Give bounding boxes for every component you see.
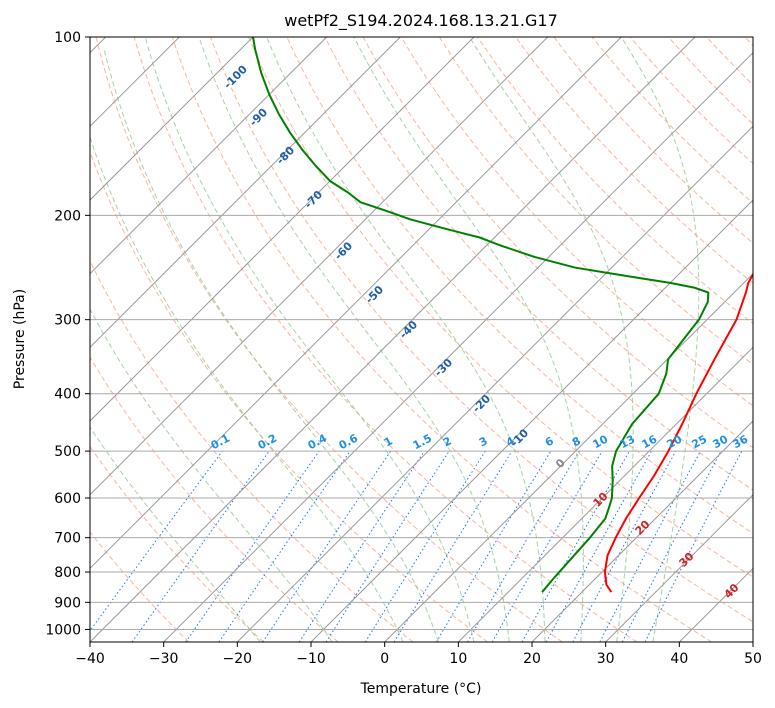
mixing-ratio-label: 36 [731, 432, 751, 451]
y-tick-label: 1000 [45, 622, 81, 638]
y-axis-label: Pressure (hPa) [12, 289, 28, 389]
y-tick-label: 900 [54, 595, 81, 611]
temperature-profile-line [603, 272, 753, 593]
dry-adiabat [95, 37, 563, 642]
mixing-ratio-line [131, 450, 270, 642]
x-tick-label: 20 [523, 651, 541, 667]
x-axis-label: Temperature (°C) [360, 681, 482, 697]
isotherm [310, 199, 753, 642]
mixing-ratio-label: 13 [618, 433, 638, 452]
moist-adiabat [353, 37, 584, 642]
y-tick-label: 700 [54, 531, 81, 547]
x-tick-label: −20 [223, 651, 253, 667]
dry-adiabat [90, 445, 264, 642]
data-series [252, 37, 753, 593]
isotherm [90, 37, 328, 275]
isotherm [531, 420, 753, 642]
isotherm [384, 272, 753, 642]
moist-adiabat [620, 37, 700, 642]
isotherm [90, 37, 549, 496]
isotherm [457, 346, 753, 642]
x-tick-label: −10 [296, 651, 326, 667]
moist-adiabat [266, 37, 546, 642]
dry-adiabat [90, 531, 190, 642]
isotherm [163, 51, 753, 642]
isotherm [90, 37, 401, 349]
dry-adiabat [90, 150, 488, 642]
isotherm [90, 37, 696, 642]
moist-adiabat [90, 426, 261, 642]
moist-adiabat [103, 49, 439, 642]
mixing-ratio-line [298, 450, 425, 642]
x-tick-label: 50 [744, 651, 762, 667]
isotherm [605, 493, 753, 642]
isotherm [752, 641, 753, 642]
mixing-ratio-line [218, 450, 351, 642]
mixing-ratio-line [545, 450, 653, 642]
y-tick-label: 800 [54, 565, 81, 581]
mixing-ratio-label: 25 [690, 433, 710, 452]
isotherm [236, 125, 753, 642]
y-tick-label: 400 [54, 387, 81, 403]
plot-background [90, 37, 753, 642]
y-tick-label: 200 [54, 208, 81, 224]
mixing-ratio-line [185, 450, 320, 642]
mixing-ratio-line [572, 450, 677, 642]
mixing-ratio-line [393, 450, 513, 642]
y-tick-label: 500 [54, 444, 81, 460]
mixing-ratio-line [325, 450, 450, 642]
mixing-ratio-label: 16 [640, 432, 660, 451]
mixing-ratio-label: 20 [665, 432, 685, 451]
x-tick-label: −30 [149, 651, 179, 667]
plot-frame [89, 36, 754, 643]
mixing-ratio-label: 10 [591, 432, 611, 451]
dry-adiabat [171, 37, 712, 642]
x-tick-label: −40 [75, 651, 105, 667]
y-tick-label: 100 [54, 30, 81, 46]
x-tick-label: 30 [597, 651, 615, 667]
y-tick-label: 600 [54, 491, 81, 507]
dry-adiabat [400, 37, 753, 407]
background-lines [90, 37, 753, 642]
moist-adiabat [144, 37, 475, 642]
dry-adiabat [90, 356, 339, 642]
mixing-ratio-label: 30 [711, 432, 731, 451]
mixing-ratio-line [90, 450, 223, 632]
dry-adiabat [133, 37, 638, 642]
moist-adiabat [198, 37, 510, 642]
dry-adiabat [248, 37, 753, 578]
dry-adiabat [210, 37, 753, 623]
dewpoint-profile-line [252, 37, 710, 593]
x-tick-label: 0 [380, 651, 389, 667]
isotherm [90, 37, 254, 201]
mixing-ratio-line [521, 450, 630, 642]
y-tick-label: 300 [54, 313, 81, 329]
dry-adiabat [515, 37, 753, 284]
dry-adiabat [439, 37, 753, 366]
isotherm [90, 37, 622, 570]
moist-adiabat [90, 135, 404, 642]
x-tick-label: 10 [449, 651, 467, 667]
chart-title: wetPf2_S194.2024.168.13.21.G17 [284, 11, 558, 31]
x-tick-label: 40 [670, 651, 688, 667]
mixing-ratio-line [644, 450, 743, 642]
dry-adiabat [324, 37, 753, 491]
mixing-ratio-line [262, 450, 392, 642]
axis-ticks: −40 −30 −20 −10 0 10 20 30 40 50 100 200 300 400 500 60… [45, 30, 762, 667]
isotherm [90, 37, 475, 422]
